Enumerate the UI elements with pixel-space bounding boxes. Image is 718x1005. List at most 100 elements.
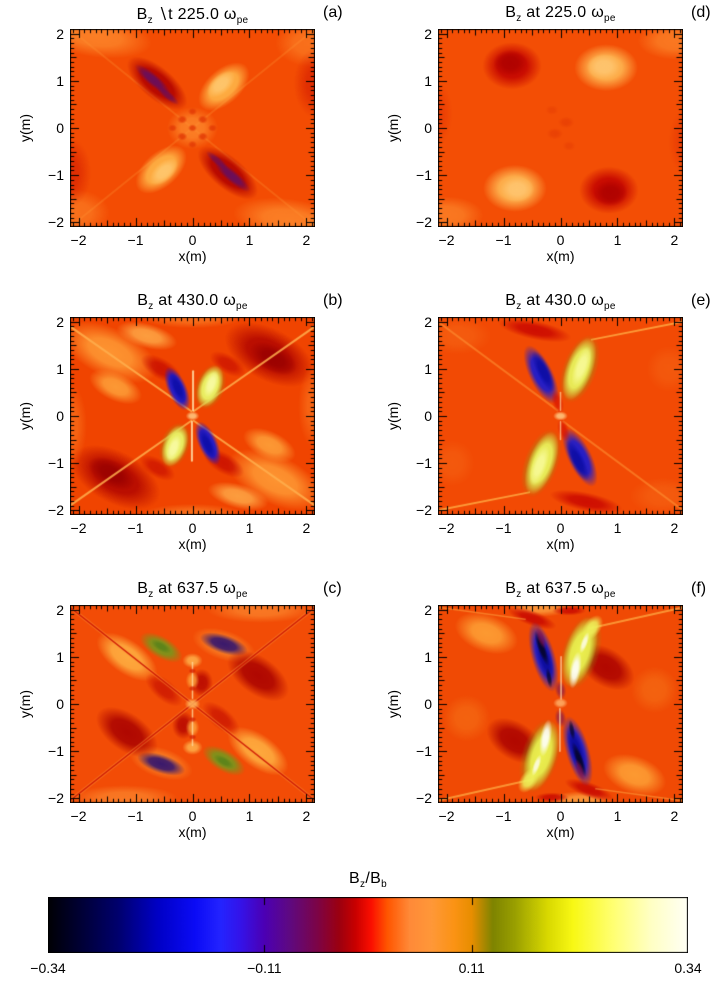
title-B: B (136, 6, 148, 23)
x-axis-label: x(m) (546, 248, 575, 264)
title-time-text: at 430.0 (153, 292, 224, 309)
title-time-text: at 637.5 (153, 580, 224, 597)
panel-title: Bz at 430.0 ωpe (438, 292, 683, 312)
panel-letter: (f) (691, 580, 707, 597)
heatmap-canvas (70, 605, 315, 803)
title-z-subscript: z (516, 13, 522, 25)
title-time-text: at 225.0 (521, 4, 592, 21)
heatmap-canvas (70, 29, 315, 227)
title-time-text: ∖t 225.0 (152, 6, 224, 23)
panel-letter: (e) (691, 292, 711, 309)
title-omega: ω (223, 292, 237, 309)
x-tick-label: −1 (127, 232, 144, 248)
y-tick-label: 1 (424, 648, 432, 665)
panel-title: Bz at 637.5 ωpe (70, 580, 315, 600)
title-omega: ω (591, 292, 605, 309)
y-tick-label: −1 (416, 167, 432, 184)
y-tick-label: −2 (48, 502, 64, 519)
x-tick-label: −1 (495, 520, 512, 536)
colorbar-gradient (48, 897, 688, 953)
heatmap-canvas (438, 29, 683, 227)
x-tick-label: 2 (302, 520, 311, 536)
title-omega: ω (591, 4, 605, 21)
y-tick-label: −1 (416, 743, 432, 760)
y-tick-label: −1 (48, 743, 64, 760)
title-B: B (505, 580, 517, 597)
heatmap-canvas (438, 605, 683, 803)
panel-letter: (b) (323, 292, 343, 309)
x-axis-label: x(m) (178, 536, 207, 552)
y-tick-label: 0 (56, 408, 64, 424)
title-pe-subscript: pe (604, 589, 616, 601)
y-axis-label: y(m) (385, 402, 401, 430)
y-axis-label: y(m) (17, 114, 33, 142)
y-tick-label: 0 (56, 120, 64, 136)
colorbar-title: Bz/Bb (48, 870, 688, 890)
x-tick-label: 2 (302, 808, 311, 824)
title-z-subscript: z (516, 301, 522, 313)
x-axis-label: x(m) (546, 536, 575, 552)
y-tick-label: 1 (56, 360, 64, 377)
panel-a: Bz ∖t 225.0 ωpe (a) y(m) −2 −1 0 1 2 −2 −1 0 1 2… (17, 4, 343, 264)
panel-letter: (d) (691, 4, 711, 21)
y-tick-label: 1 (424, 72, 432, 89)
title-z-subscript: z (147, 15, 153, 27)
y-axis-label: y(m) (385, 690, 401, 718)
heatmap-canvas (70, 317, 315, 515)
panel-f: Bz at 637.5 ωpe (f) y(m) −2 −1 0 1 2 −2 −1 0 1 2… (385, 580, 706, 840)
x-tick-label: 0 (188, 808, 197, 824)
x-tick-label: −2 (70, 520, 87, 536)
x-tick-label: 0 (188, 520, 197, 536)
x-axis-label: x(m) (178, 248, 207, 264)
title-pe-subscript: pe (236, 15, 249, 27)
y-tick-label: −2 (48, 214, 64, 231)
title-B: B (505, 292, 517, 309)
y-tick-label: 0 (424, 120, 432, 136)
x-tick-label: −1 (127, 808, 144, 824)
x-tick-label: 1 (613, 520, 622, 536)
colorbar-tick-label: 0.34 (674, 960, 702, 976)
panel-e: Bz at 430.0 ωpe (e) y(m) −2 −1 0 1 2 −2 −1 0 1 2… (385, 292, 711, 552)
panel-title: Bz at 430.0 ωpe (70, 292, 315, 312)
panel-title: Bz ∖t 225.0 ωpe (70, 4, 315, 26)
x-tick-label: −1 (495, 808, 512, 824)
y-tick-label: 0 (424, 696, 432, 712)
x-tick-label: 2 (670, 232, 679, 248)
panel-c: Bz at 637.5 ωpe (c) y(m) −2 −1 0 1 2 −2 −1 0 1 2… (17, 580, 342, 840)
cbtitle-b-subscript: b (381, 879, 387, 891)
cbtitle-slash-B: /B (365, 870, 382, 887)
y-tick-label: 1 (56, 72, 64, 89)
x-tick-label: −2 (438, 808, 455, 824)
title-pe-subscript: pe (604, 13, 616, 25)
y-tick-label: 0 (56, 696, 64, 712)
y-tick-label: 2 (56, 601, 64, 618)
title-time-text: at 637.5 (521, 580, 592, 597)
x-tick-label: 1 (613, 232, 622, 248)
x-tick-label: 0 (556, 808, 565, 824)
y-tick-label: −2 (416, 790, 432, 807)
colorbar-tick-label: −0.11 (247, 960, 282, 976)
x-tick-label: 2 (670, 520, 679, 536)
title-time-text: at 430.0 (521, 292, 592, 309)
y-tick-label: −2 (416, 502, 432, 519)
y-tick-label: 2 (424, 25, 432, 42)
colorbar-tick-label: −0.34 (30, 960, 66, 976)
y-tick-label: 2 (424, 313, 432, 330)
y-tick-label: 2 (424, 601, 432, 618)
title-z-subscript: z (148, 301, 154, 313)
y-tick-label: 1 (424, 360, 432, 377)
x-tick-label: 2 (302, 232, 311, 248)
heatmap-canvas (438, 317, 683, 515)
x-tick-label: 0 (556, 520, 565, 536)
y-tick-label: 1 (56, 648, 64, 665)
x-tick-label: −2 (70, 808, 87, 824)
x-axis-label: x(m) (546, 824, 575, 840)
panel-letter: (c) (323, 580, 342, 597)
panel-d: Bz at 225.0 ωpe (d) y(m) −2 −1 0 1 2 −2 −1 0 1 2… (385, 4, 711, 264)
x-tick-label: 1 (245, 808, 254, 824)
title-z-subscript: z (148, 589, 154, 601)
y-tick-label: −2 (48, 790, 64, 807)
y-tick-label: 2 (56, 25, 64, 42)
title-B: B (505, 4, 517, 21)
